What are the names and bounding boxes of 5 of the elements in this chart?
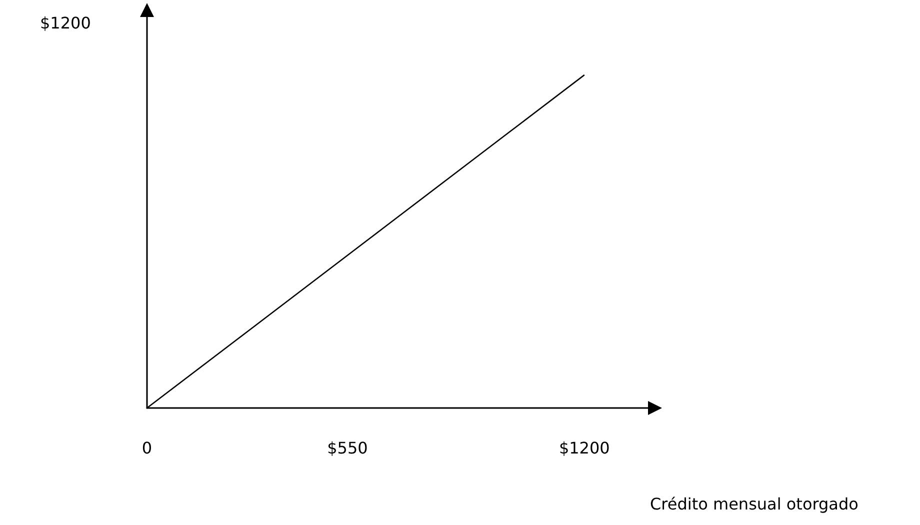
x-axis-title: Crédito mensual otorgado (650, 494, 858, 514)
x-tick-label: $550 (327, 438, 368, 458)
x-tick-label: $1200 (558, 438, 610, 458)
text: $1200 (40, 14, 91, 32)
x-tick-label: 0 (142, 438, 152, 458)
